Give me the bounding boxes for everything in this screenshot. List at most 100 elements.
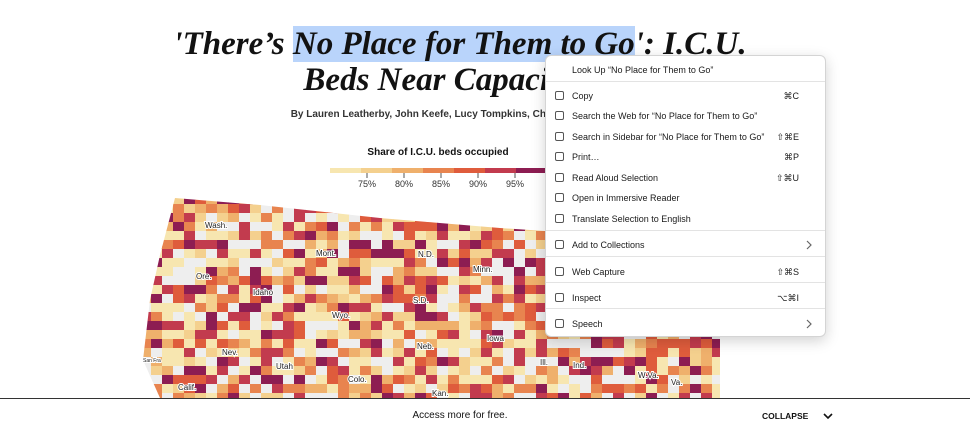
county-cell [415, 276, 427, 286]
county-cell [360, 330, 372, 340]
county-cell [239, 357, 251, 367]
menu-item[interactable]: Web Capture ⇧⌘S [546, 263, 825, 281]
county-cell [459, 393, 471, 398]
county-cell [437, 312, 449, 322]
county-cell [294, 393, 306, 398]
county-cell [525, 348, 537, 358]
county-cell [393, 222, 405, 232]
county-cell [349, 231, 361, 241]
county-cell [470, 348, 482, 358]
county-cell [371, 303, 383, 313]
county-cell [338, 213, 350, 223]
county-cell [426, 231, 438, 241]
county-cell [448, 330, 460, 340]
county-cell [558, 393, 570, 398]
county-cell [217, 267, 229, 277]
county-cell [437, 213, 449, 223]
county-cell [360, 348, 372, 358]
county-cell [371, 294, 383, 304]
county-cell [195, 357, 207, 367]
state-label: Va. [671, 378, 682, 387]
county-cell [613, 375, 625, 385]
county-cell [558, 384, 570, 394]
county-cell [338, 204, 350, 214]
county-cell [151, 204, 163, 214]
chevron-icon[interactable] [822, 411, 834, 421]
county-cell [514, 267, 526, 277]
county-cell [437, 231, 449, 241]
county-cell [195, 213, 207, 223]
county-cell [272, 303, 284, 313]
menu-item[interactable]: Print… ⌘P [546, 148, 825, 166]
menu-item[interactable]: Search in Sidebar for “No Place for Them… [546, 128, 825, 146]
menu-item[interactable]: Read Aloud Selection ⇧⌘U [546, 169, 825, 187]
county-cell [316, 294, 328, 304]
county-cell [569, 384, 581, 394]
county-cell [558, 339, 570, 349]
county-cell [503, 375, 515, 385]
county-cell [503, 231, 515, 241]
county-cell [360, 357, 372, 367]
county-cell [228, 240, 240, 250]
county-cell [272, 285, 284, 295]
county-cell [360, 249, 372, 259]
county-cell [404, 321, 416, 331]
county-cell [261, 231, 273, 241]
county-cell [162, 339, 174, 349]
county-cell [143, 249, 152, 259]
county-cell [272, 249, 284, 259]
county-cell [646, 348, 658, 358]
county-cell [448, 312, 460, 322]
county-cell [228, 348, 240, 358]
county-cell [206, 330, 218, 340]
county-cell [338, 249, 350, 259]
menu-item[interactable]: Add to Collections [546, 236, 825, 254]
county-cell [448, 357, 460, 367]
menu-item[interactable]: Translate Selection to English [546, 210, 825, 228]
county-cell [305, 258, 317, 268]
county-cell [250, 276, 262, 286]
county-cell [426, 330, 438, 340]
county-cell [173, 222, 185, 232]
county-cell [162, 321, 174, 331]
county-cell [393, 267, 405, 277]
menu-item[interactable]: Search the Web for “No Place for Them to… [546, 107, 825, 125]
county-cell [492, 213, 504, 223]
legend-tick-label: 75% [358, 179, 376, 189]
county-cell [503, 213, 515, 223]
county-cell [316, 330, 328, 340]
county-cell [173, 294, 185, 304]
county-cell [536, 339, 548, 349]
county-cell [690, 375, 702, 385]
county-cell [371, 348, 383, 358]
county-cell [415, 330, 427, 340]
county-cell [569, 366, 581, 376]
menu-item[interactable]: Open in Immersive Reader [546, 189, 825, 207]
county-cell [371, 375, 383, 385]
county-cell [349, 204, 361, 214]
county-cell [239, 267, 251, 277]
county-cell [327, 366, 339, 376]
county-cell [261, 384, 273, 394]
county-cell [151, 375, 163, 385]
county-cell [250, 204, 262, 214]
county-cell [382, 258, 394, 268]
county-cell [503, 339, 515, 349]
county-cell [272, 357, 284, 367]
county-cell [657, 393, 669, 398]
county-cell [206, 240, 218, 250]
county-cell [536, 285, 548, 295]
county-cell [492, 231, 504, 241]
county-cell [514, 339, 526, 349]
menu-item[interactable]: Inspect ⌥⌘I [546, 289, 825, 307]
menu-item[interactable]: Copy ⌘C [546, 87, 825, 105]
county-cell [371, 339, 383, 349]
menu-item[interactable]: Speech [546, 315, 825, 333]
menu-item[interactable]: Look Up “No Place for Them to Go” [546, 61, 825, 79]
county-cell [426, 321, 438, 331]
county-cell [327, 267, 339, 277]
county-cell [514, 294, 526, 304]
county-cell [602, 348, 614, 358]
collapse-button[interactable]: COLLAPSE [762, 411, 809, 421]
county-cell [228, 366, 240, 376]
